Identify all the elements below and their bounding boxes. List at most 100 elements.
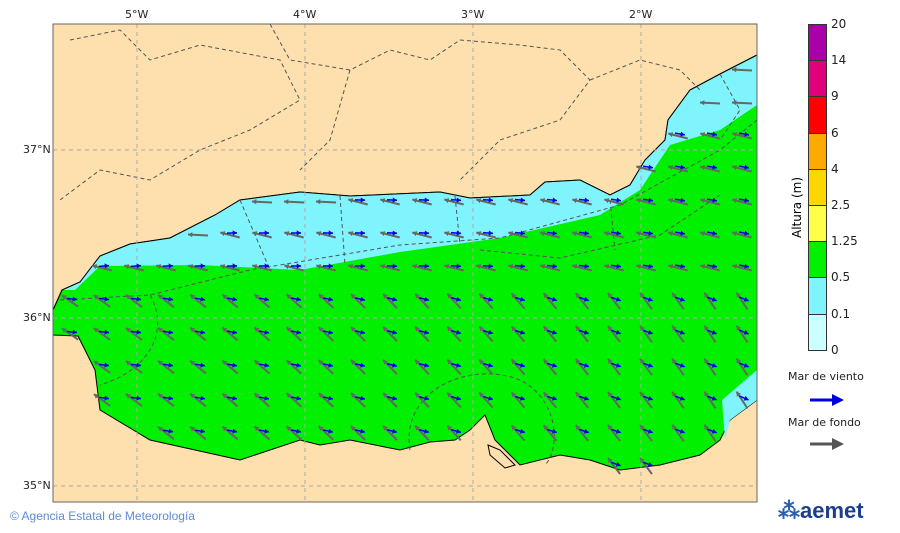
arrow-head <box>360 362 365 368</box>
arrow-head <box>424 230 429 236</box>
arrow-head <box>92 264 98 270</box>
arrow-head <box>572 198 578 204</box>
arrow-head <box>711 428 717 434</box>
arrow-head <box>607 392 613 398</box>
arrow-head <box>350 360 356 365</box>
arrow-head <box>318 393 324 398</box>
arrow-head <box>360 263 365 269</box>
arrow-head <box>508 198 514 204</box>
arrow-head <box>296 296 301 302</box>
arrow-head <box>348 231 354 237</box>
arrow-head <box>124 264 130 270</box>
arrow-head <box>732 100 737 106</box>
arrow-head <box>328 296 333 302</box>
colorbar-tick: 6 <box>831 125 839 140</box>
arrow-head <box>704 325 709 331</box>
arrow-head <box>360 395 365 401</box>
arrow-head <box>318 426 324 431</box>
arrow-head <box>456 263 461 269</box>
arrow-head <box>648 263 653 269</box>
arrow-head <box>328 263 333 269</box>
arrow-head <box>254 327 260 333</box>
arrow-head <box>444 231 450 237</box>
arrow-head <box>254 294 260 300</box>
colorbar-tick: 2.5 <box>831 198 851 212</box>
lat-label: 36°N <box>23 311 51 324</box>
arrow-head <box>615 329 621 335</box>
arrow-head <box>350 393 356 398</box>
arrow-head <box>252 231 258 237</box>
arrow-head <box>543 359 549 365</box>
arrow-head <box>424 395 429 401</box>
arrow-head <box>296 395 301 401</box>
arrow-head <box>616 263 621 269</box>
arrow-head <box>447 359 453 365</box>
arrow-head <box>700 165 706 171</box>
arrow-head <box>479 359 485 365</box>
arrow-head <box>640 358 645 364</box>
arrow-head <box>572 264 578 270</box>
arrow-head <box>476 264 482 270</box>
arrow-head <box>636 165 642 171</box>
arrow-head <box>424 428 429 434</box>
arrow-head <box>188 232 193 238</box>
arrow-head <box>672 325 677 331</box>
arrow-head <box>487 296 493 302</box>
lon-label: 3°W <box>461 8 485 21</box>
arrow-head <box>392 329 397 335</box>
arrow-head <box>190 360 196 366</box>
arrow-head <box>552 263 557 269</box>
colorbar-segment <box>808 205 827 243</box>
arrow-head <box>286 426 292 432</box>
arrow-head <box>743 329 749 335</box>
arrow-head <box>511 326 517 332</box>
arrow-head <box>200 395 205 401</box>
arrow-head <box>424 329 429 335</box>
graticule <box>53 24 757 502</box>
arrow-head <box>456 197 461 203</box>
arrow-head <box>264 230 269 236</box>
arrow-head <box>156 264 162 270</box>
arrow-head <box>126 360 131 366</box>
arrow-head <box>479 293 485 299</box>
colorbar-segment <box>808 277 827 315</box>
arrow-head <box>382 359 388 365</box>
arrow-head <box>732 132 738 138</box>
arrow-head <box>126 327 131 333</box>
arrow-head <box>604 264 610 270</box>
arrow-head <box>672 292 677 298</box>
arrow-head <box>679 362 685 368</box>
arrow-head <box>360 197 365 203</box>
arrow-head <box>732 198 738 204</box>
arrow-head <box>543 293 549 299</box>
arrow-head <box>158 294 164 300</box>
arrow-head <box>543 392 549 398</box>
arrow-head <box>254 393 260 399</box>
arrow-head <box>104 296 109 302</box>
arrow-head <box>479 392 485 398</box>
arrow-head <box>93 328 99 333</box>
arrow-head <box>264 263 269 269</box>
arrow-head <box>392 428 397 434</box>
arrow-head <box>447 293 453 299</box>
arrow-head <box>232 263 237 269</box>
arrow-head <box>415 359 420 365</box>
arrow-head <box>93 394 99 399</box>
arrow-head <box>200 329 205 335</box>
arrow-head <box>583 362 589 368</box>
colorbar-tick: 1.25 <box>831 234 858 249</box>
arrow-head <box>572 231 578 237</box>
arrow-head <box>380 264 386 270</box>
arrow-head <box>348 264 354 270</box>
arrow-head <box>540 231 546 237</box>
arrow-head <box>668 198 674 204</box>
arrow-head <box>104 329 109 335</box>
arrow-head <box>640 325 645 331</box>
arrow-head <box>640 292 645 298</box>
arrow-head <box>412 198 418 204</box>
arrow-head <box>222 426 228 432</box>
arrow-head <box>520 230 525 236</box>
arrow-head <box>252 199 257 205</box>
arrow-head <box>615 461 621 467</box>
arrow-head <box>607 359 613 365</box>
